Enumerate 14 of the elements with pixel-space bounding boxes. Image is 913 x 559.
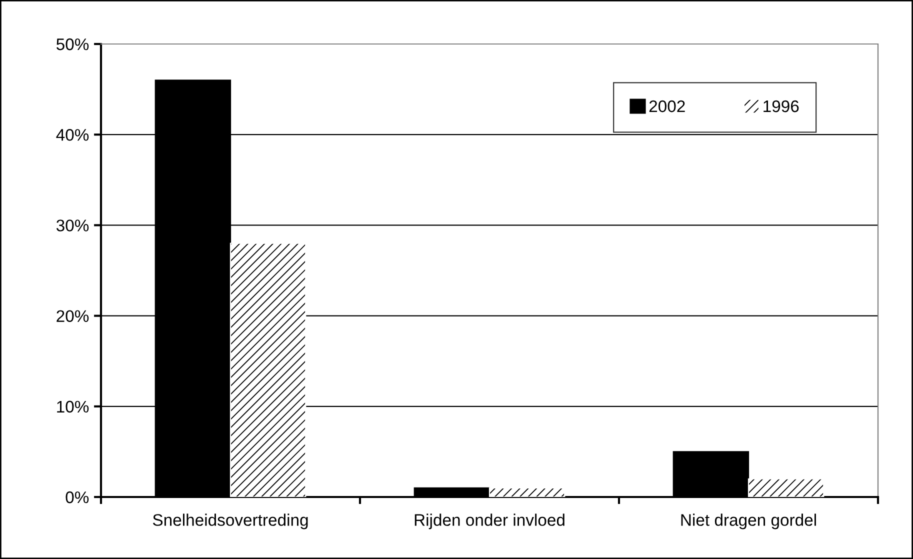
bar [488,487,566,497]
y-tick-label: 10% [57,400,89,413]
legend-label: 2002 [649,100,685,112]
y-tick-label: 0% [66,491,89,504]
x-tick-label: Niet dragen gordel [681,514,816,530]
x-tick-label: Rijden onder invloed [414,514,564,530]
bar [748,478,824,497]
x-tick-label: Snelheidsovertreding [152,514,308,530]
y-tick-label: 50% [56,38,89,50]
y-tick-label: 40% [56,129,89,141]
bar [230,242,306,497]
y-tick-label: 30% [56,220,89,232]
y-tick-label: 20% [56,310,89,322]
legend-label: 1996 [764,100,799,112]
